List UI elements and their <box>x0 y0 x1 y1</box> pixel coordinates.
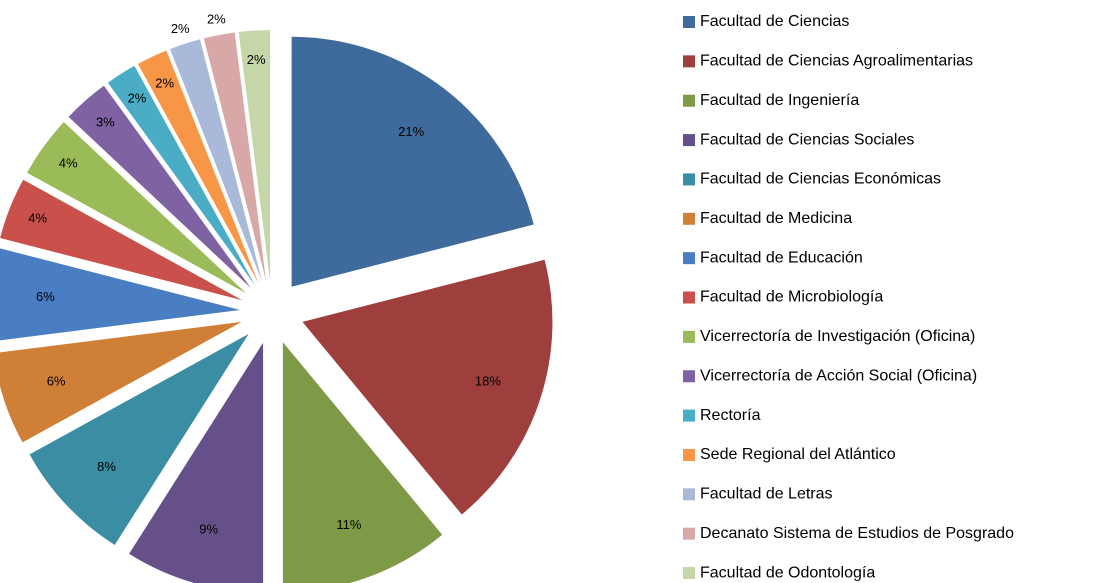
legend-label: Rectoría <box>700 407 761 424</box>
pie-slice <box>238 30 270 281</box>
pie-slice <box>282 342 443 583</box>
legend-label: Facultad de Ingeniería <box>700 92 859 109</box>
data-label: 2% <box>155 75 174 90</box>
legend-label: Facultad de Ciencias Sociales <box>700 131 914 148</box>
data-label: 6% <box>36 289 55 304</box>
data-label: 8% <box>97 459 116 474</box>
pie-slice <box>0 248 241 341</box>
data-label: 2% <box>207 12 226 27</box>
legend-swatch <box>683 370 695 383</box>
legend-swatch <box>683 488 695 501</box>
pie-slice <box>29 333 249 545</box>
pie-slice <box>137 50 259 284</box>
pie-slice <box>170 39 263 282</box>
legend-swatch <box>683 16 695 28</box>
legend-label: Vicerrectoría de Acción Social (Oficina) <box>700 367 977 384</box>
legend-label: Facultad de Microbiología <box>700 289 883 306</box>
legend-label: Facultad de Educación <box>700 249 863 266</box>
legend-swatch <box>683 567 695 580</box>
legend-swatch <box>683 330 695 343</box>
data-label: 11% <box>336 517 361 532</box>
data-label: 3% <box>96 114 115 129</box>
legend-label: Facultad de Medicina <box>700 210 852 227</box>
pie-slice <box>68 85 251 288</box>
data-label: 21% <box>398 124 424 139</box>
legend-label: Facultad de Ciencias Agroalimentarias <box>700 53 973 70</box>
legend-swatch <box>683 252 695 265</box>
legend-swatch <box>683 55 695 68</box>
legend-label: Facultad de Ciencias Económicas <box>700 171 941 188</box>
data-label: 2% <box>247 52 266 67</box>
data-label: 6% <box>47 374 66 389</box>
pie-slice <box>107 65 255 285</box>
legend-label: Vicerrectoría de Investigación (Oficina) <box>700 328 975 345</box>
legend-swatch <box>683 409 695 422</box>
data-label: 2% <box>128 91 147 106</box>
legend-label: Facultad de Odontología <box>700 564 875 581</box>
data-label: 4% <box>28 211 47 226</box>
legend-label: Facultad de Letras <box>700 486 833 503</box>
pie-slice <box>0 179 243 301</box>
legend-swatch <box>683 212 695 225</box>
legend-swatch <box>683 448 695 461</box>
data-label: 9% <box>199 521 218 536</box>
legend-swatch <box>683 94 695 107</box>
legend-label: Decanato Sistema de Estudios de Posgrado <box>700 525 1014 542</box>
pie-slice <box>129 342 264 583</box>
legend-swatch <box>683 173 695 186</box>
pie-slice <box>291 36 534 287</box>
data-label: 4% <box>59 155 78 170</box>
data-label: 18% <box>475 374 501 389</box>
data-label: 2% <box>171 21 190 36</box>
legend-swatch <box>683 291 695 304</box>
legend-swatch <box>683 134 695 147</box>
pie-slice <box>302 259 553 515</box>
legend-swatch <box>683 527 695 540</box>
pie-slice <box>203 32 267 281</box>
pie-slice <box>27 122 247 294</box>
legend-label: Sede Regional del Atlántico <box>700 446 896 463</box>
pie-slice <box>0 321 242 443</box>
legend-label: Facultad de Ciencias <box>700 13 849 30</box>
